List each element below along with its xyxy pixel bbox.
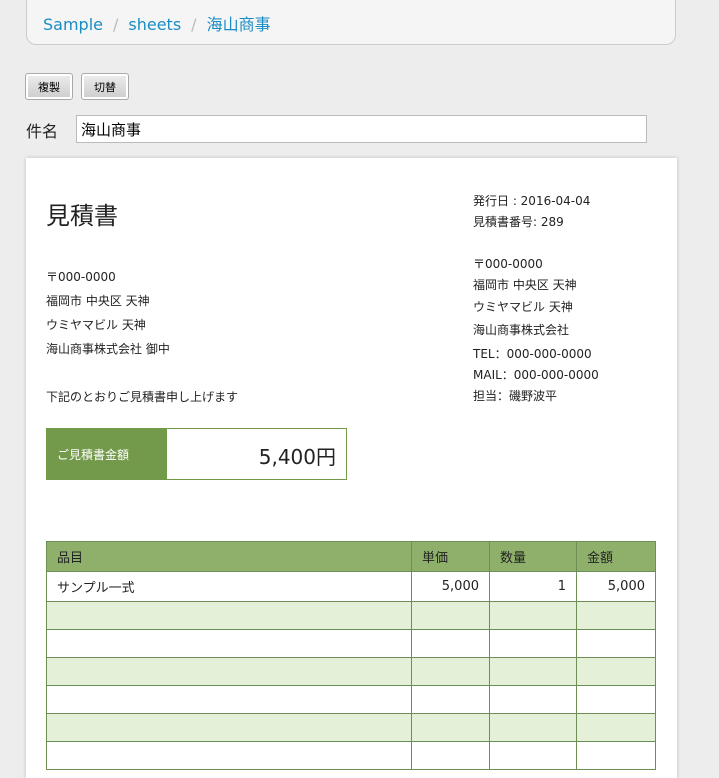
sender-line: 海山商事株式会社	[473, 323, 570, 337]
table-cell[interactable]	[411, 657, 490, 686]
table-cell[interactable]	[411, 629, 490, 658]
total-value: 5,400円	[258, 445, 336, 469]
items-table: 品目 単価 数量 金額 サンプル一式 5,000 1 5,000	[46, 541, 656, 770]
table-cell[interactable]	[46, 741, 412, 770]
col-amount: 金額	[576, 541, 656, 572]
sender-line: 福岡市 中央区 天神	[473, 278, 577, 292]
issue-date: 発行日 : 2016-04-04	[473, 194, 591, 208]
sender-line: ウミヤマビル 天神	[473, 300, 573, 314]
table-cell[interactable]	[411, 685, 490, 714]
col-price: 単価	[411, 541, 490, 572]
table-cell[interactable]	[489, 713, 577, 742]
table-cell[interactable]: サンプル一式	[46, 571, 412, 602]
col-qty: 数量	[489, 541, 577, 572]
col-item: 品目	[46, 541, 412, 572]
sender-line: TEL：000-000-0000	[473, 347, 592, 361]
table-cell[interactable]	[46, 685, 412, 714]
table-cell[interactable]	[411, 713, 490, 742]
estimate-sheet: 見積書 発行日 : 2016-04-04 見積書番号: 289 〒000-000…	[26, 158, 677, 778]
table-row	[46, 685, 656, 714]
table-row	[46, 657, 656, 686]
recipient-line: 〒000-0000	[46, 270, 116, 284]
total-box: ご見積書金額 5,400円	[46, 428, 347, 480]
breadcrumb-sheets[interactable]: sheets	[128, 15, 182, 34]
table-row	[46, 741, 656, 770]
table-cell[interactable]	[411, 601, 490, 630]
table-cell[interactable]	[576, 601, 656, 630]
table-cell[interactable]: 5,000	[411, 571, 490, 602]
total-label: ご見積書金額	[47, 429, 167, 479]
copy-button[interactable]: 複製	[25, 73, 73, 100]
table-cell[interactable]	[46, 713, 412, 742]
intro-text: 下記のとおりご見積書申し上げます	[46, 390, 239, 404]
table-row	[46, 713, 656, 742]
table-row: サンプル一式 5,000 1 5,000	[46, 571, 656, 602]
breadcrumb-current[interactable]: 海山商事	[206, 15, 271, 34]
table-cell[interactable]	[576, 657, 656, 686]
sender-line: 担当：磯野波平	[473, 389, 558, 403]
table-cell[interactable]	[576, 713, 656, 742]
table-row	[46, 601, 656, 630]
table-cell[interactable]	[489, 685, 577, 714]
recipient-line: ウミヤマビル 天神	[46, 318, 146, 332]
doc-title: 見積書	[46, 202, 118, 230]
recipient-line: 福岡市 中央区 天神	[46, 294, 150, 308]
subject-input[interactable]	[76, 115, 647, 143]
separator: /	[191, 15, 197, 34]
table-row	[46, 629, 656, 658]
separator: /	[113, 15, 119, 34]
table-cell[interactable]	[576, 741, 656, 770]
breadcrumb: Sample / sheets / 海山商事	[26, 0, 676, 45]
breadcrumb-sample[interactable]: Sample	[43, 15, 103, 34]
table-cell[interactable]	[576, 629, 656, 658]
table-cell[interactable]	[576, 685, 656, 714]
switch-button[interactable]: 切替	[81, 73, 129, 100]
subject-label: 件名	[26, 122, 59, 141]
table-cell[interactable]: 5,000	[576, 571, 656, 602]
table-cell[interactable]	[489, 629, 577, 658]
table-cell[interactable]	[46, 657, 412, 686]
sender-line: MAIL：000-000-0000	[473, 368, 599, 382]
table-cell[interactable]: 1	[489, 571, 577, 602]
estimate-number: 見積書番号: 289	[473, 215, 564, 229]
table-cell[interactable]	[489, 657, 577, 686]
table-cell[interactable]	[46, 629, 412, 658]
table-cell[interactable]	[46, 601, 412, 630]
sender-line: 〒000-0000	[473, 257, 543, 271]
table-cell[interactable]	[489, 601, 577, 630]
table-cell[interactable]	[489, 741, 577, 770]
table-cell[interactable]	[411, 741, 490, 770]
recipient-line: 海山商事株式会社 御中	[46, 342, 170, 356]
